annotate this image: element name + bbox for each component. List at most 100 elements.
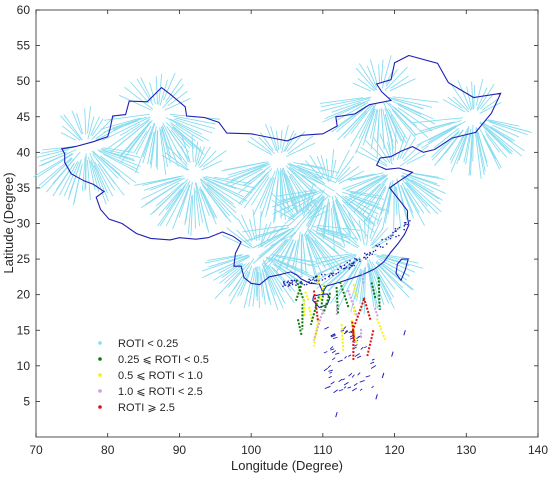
ray-track — [392, 96, 439, 103]
ray-track — [311, 237, 336, 271]
ray-track — [358, 220, 365, 246]
ray-track — [354, 271, 362, 299]
ray-track — [382, 254, 411, 260]
y-tick-label: 25 — [17, 252, 31, 266]
ray-track — [307, 196, 329, 218]
ray-track — [397, 107, 433, 132]
station-ray-fan — [272, 149, 389, 252]
ray-track — [413, 120, 462, 136]
ray-track — [398, 102, 434, 120]
y-tick-label: 40 — [17, 145, 31, 159]
ray-track — [305, 190, 316, 212]
ray-track — [273, 258, 309, 274]
ray-track — [333, 204, 343, 243]
ray-track — [199, 150, 217, 169]
ray-track — [411, 172, 439, 178]
ray-track — [343, 174, 389, 204]
legend-marker — [98, 389, 102, 393]
ray-track — [369, 109, 378, 139]
coast-point — [368, 254, 371, 256]
ray-track — [119, 123, 141, 137]
ray-track — [208, 254, 249, 268]
ray-track — [135, 123, 155, 174]
ray-track — [40, 146, 75, 154]
y-tick-label: 20 — [17, 288, 31, 302]
ray-track — [263, 265, 276, 296]
ray-track — [127, 120, 153, 153]
legend-marker — [98, 341, 102, 345]
ray-track — [261, 225, 278, 248]
ray-track — [463, 128, 472, 163]
coast-point — [349, 266, 351, 269]
ray-track — [270, 126, 279, 153]
legend-entry-label: 1.0 ⩽ ROTI < 2.5 — [118, 386, 203, 398]
ray-track — [352, 82, 371, 92]
reef-mark — [323, 351, 328, 354]
y-tick-label: 35 — [17, 181, 31, 195]
ray-track — [110, 120, 150, 153]
coast-point — [286, 281, 289, 284]
ray-track — [178, 184, 191, 218]
ray-track — [281, 168, 293, 204]
y-tick-label: 45 — [17, 110, 31, 124]
ray-track — [60, 132, 77, 141]
ray-track — [322, 254, 357, 267]
coastline-scatter — [282, 220, 411, 288]
station-ray-fan — [341, 126, 446, 230]
legend-entry-label: 0.25 ⩽ ROTI < 0.5 — [118, 354, 209, 366]
roti-track — [362, 297, 372, 321]
legend: ROTI < 0.25 0.25 ⩽ ROTI < 0.5 0.5 ⩽ ROTI <… — [98, 338, 209, 414]
coast-point — [291, 283, 294, 286]
ray-track — [241, 168, 273, 204]
ray-track — [198, 146, 211, 167]
ray-track — [200, 188, 217, 225]
ray-track — [97, 149, 141, 167]
ray-track — [375, 261, 404, 289]
x-tick-label: 80 — [101, 443, 115, 457]
coast-point — [324, 277, 327, 280]
ray-track — [165, 181, 188, 211]
ray-track — [377, 255, 410, 267]
ray-track — [386, 142, 393, 161]
station-ray-fan — [201, 209, 318, 311]
coast-point — [378, 243, 381, 246]
roti-track — [361, 274, 365, 285]
ray-track — [305, 196, 326, 226]
roti-track — [370, 282, 377, 300]
ray-track — [291, 171, 313, 193]
ray-track — [204, 254, 242, 264]
ray-track — [337, 165, 360, 183]
disturbed-roti-tracks — [295, 274, 387, 360]
reef-mark — [342, 378, 346, 381]
ray-track — [33, 153, 73, 178]
ray-track — [421, 126, 457, 149]
maritime-dash — [391, 351, 394, 357]
coast-point — [398, 234, 400, 237]
ray-track — [161, 126, 172, 159]
ray-track — [200, 181, 230, 217]
coast-point — [403, 225, 406, 227]
ray-track — [449, 135, 464, 161]
ray-track — [36, 149, 70, 158]
ray-track — [482, 98, 499, 111]
ray-track — [196, 187, 208, 229]
ray-track — [287, 135, 314, 155]
roti-track — [312, 320, 319, 347]
ray-track — [207, 187, 238, 221]
ray-track — [287, 199, 317, 227]
ray-track — [372, 236, 393, 249]
ray-track — [287, 189, 298, 213]
ray-track — [480, 95, 493, 110]
ray-track — [406, 175, 446, 194]
ray-track — [274, 258, 314, 278]
ray-track — [347, 212, 362, 242]
ray-track — [194, 141, 199, 163]
ray-track — [161, 155, 188, 171]
ray-track — [197, 146, 205, 165]
coast-point — [283, 283, 286, 285]
reef-mark — [329, 371, 332, 374]
ray-track — [309, 154, 325, 179]
ray-track — [297, 192, 301, 212]
ray-track — [205, 175, 256, 189]
ray-track — [388, 102, 429, 139]
